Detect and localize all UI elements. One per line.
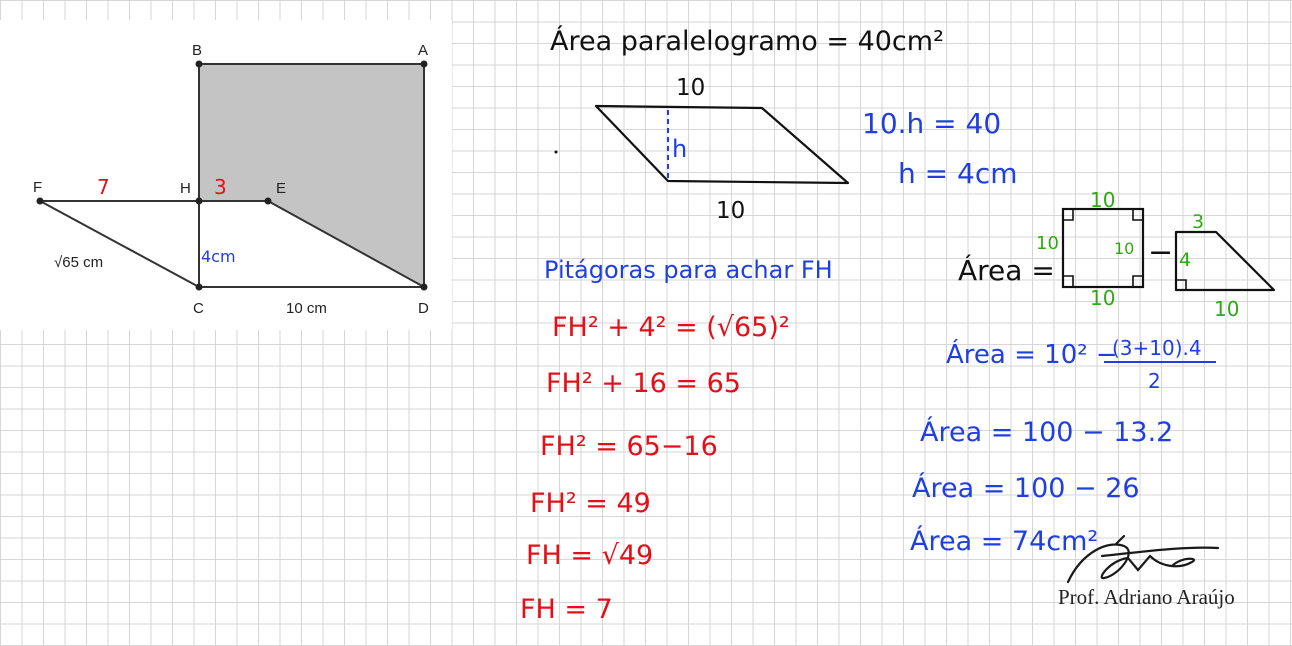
area-step-3: Área = 100 − 26: [912, 472, 1140, 504]
signature-text: Prof. Adriano Araújo: [1058, 585, 1235, 609]
parallelogram-shape: [594, 104, 850, 185]
area-step-2: Área = 100 − 13.2: [920, 416, 1173, 448]
point-h: [195, 197, 203, 205]
pythagoras-step-6: FH = 7: [520, 594, 613, 625]
geometry-figure: B A F H E C D √65 cm 10 cm 7 3 4cm: [33, 42, 429, 317]
label-hc-length: 4cm: [201, 247, 236, 266]
shaded-region: [199, 64, 424, 287]
segment-ed: [267, 200, 425, 288]
pythagoras-step-1: FH² + 4² = (√65)²: [552, 312, 790, 343]
pythagoras-step-5: FH = √49: [526, 540, 653, 571]
pythagoras-notes: Pitágoras para achar FH FH² + 4² = (√65)…: [520, 256, 833, 625]
minus-sign: −: [1148, 235, 1173, 270]
point-e: [264, 197, 272, 205]
label-fh-length: 7: [97, 175, 110, 199]
label-point-a: A: [418, 42, 428, 59]
pythagoras-step-3: FH² = 65−16: [540, 431, 718, 462]
pythagoras-step-4: FH² = 49: [530, 488, 651, 519]
parallelogram-notes: Área paralelogramo = 40cm² 10 h 10 10.h …: [550, 25, 1018, 224]
parallelogram-bottom-side: 10: [716, 198, 745, 224]
signature: Prof. Adriano Araújo: [1058, 534, 1235, 609]
point-a: [420, 60, 428, 68]
point-d: [420, 283, 428, 291]
area-diagram-label: Área =: [958, 253, 1055, 287]
parallelogram-top-side: 10: [676, 75, 705, 101]
parallelogram-equation-1: 10.h = 40: [862, 107, 1001, 140]
label-point-b: B: [192, 42, 202, 59]
trapezoid-top-label: 3: [1192, 211, 1204, 233]
area-steps: Área = 10² − (3+10).4 2 Área = 100 − 13.…: [910, 336, 1216, 557]
label-he-length: 3: [214, 175, 227, 199]
square-left-label: 10: [1036, 233, 1059, 254]
pythagoras-heading: Pitágoras para achar FH: [544, 256, 833, 284]
point-b: [195, 60, 203, 68]
area-step-1-denominator: 2: [1148, 369, 1161, 393]
label-point-c: C: [193, 300, 204, 317]
parallelogram-equation-2: h = 4cm: [898, 157, 1018, 190]
area-step-1-lead: Área = 10² −: [946, 338, 1118, 370]
label-fc-length: √65 cm: [54, 254, 103, 271]
trapezoid-right-angle: [1176, 279, 1187, 290]
trapezoid-height-label: 4: [1179, 249, 1191, 271]
point-f: [36, 197, 44, 205]
pythagoras-step-2: FH² + 16 = 65: [546, 368, 741, 399]
area-step-1-numerator: (3+10).4: [1112, 336, 1202, 360]
point-c: [195, 283, 203, 291]
label-point-d: D: [418, 300, 429, 317]
label-point-h: H: [180, 180, 191, 197]
segment-fc: [39, 200, 200, 288]
area-diagram: Área = 10 10 10 10 − 3 4 10: [958, 188, 1276, 321]
signature-scrawl: [1066, 534, 1220, 584]
square-right-angles: [1063, 209, 1143, 287]
label-point-f: F: [33, 179, 42, 196]
area-step-4: Área = 74cm²: [910, 525, 1098, 557]
area-trapezoid: [1174, 230, 1276, 292]
area-square: [1061, 207, 1145, 289]
label-cd-length: 10 cm: [286, 300, 327, 317]
parallelogram-height-label: h: [672, 135, 687, 163]
trapezoid-bottom-label: 10: [1214, 297, 1239, 321]
stray-dot: [554, 150, 558, 154]
label-point-e: E: [276, 180, 286, 197]
square-top-label: 10: [1090, 188, 1115, 212]
square-right-label: 10: [1114, 239, 1134, 258]
square-bottom-label: 10: [1090, 286, 1115, 310]
parallelogram-title: Área paralelogramo = 40cm²: [550, 25, 944, 57]
